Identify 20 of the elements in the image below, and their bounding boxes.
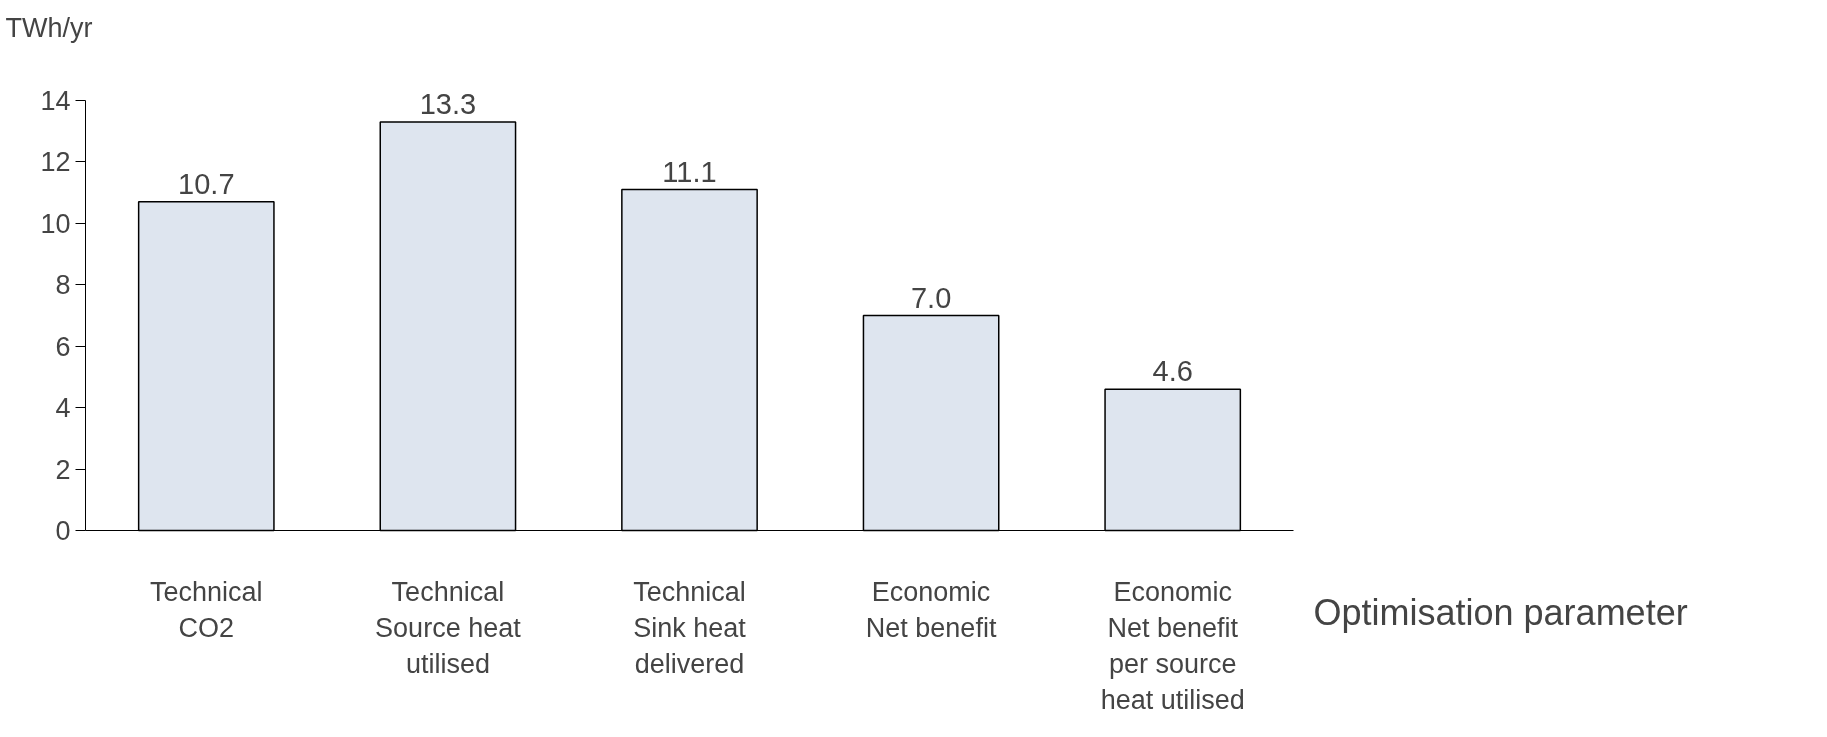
data-label: 13.3 (419, 88, 477, 120)
x-tick-label: Technical CO2 (150, 576, 263, 643)
x-axis-title: Optimisation parameter (1313, 592, 1688, 633)
y-tick-label: 4 (55, 393, 71, 424)
y-tick-label: 12 (40, 147, 71, 178)
data-label: 11.1 (662, 155, 717, 188)
x-tick-label: Technical Sink heat delivered (633, 576, 747, 679)
y-tick-label: 10 (40, 208, 71, 239)
y-tick-label: 6 (55, 331, 71, 362)
x-tick-label: Economic Net benefit per source heat utilised (1100, 576, 1245, 715)
data-label: 7.0 (910, 281, 952, 314)
data-label: 4.6 (1152, 355, 1193, 388)
x-tick-label: Economic Net benefit (865, 576, 997, 643)
y-tick-label: 0 (55, 516, 71, 546)
x-tick-label: Technical Source heat utilised (375, 576, 522, 679)
y-tick-label: 8 (55, 270, 71, 301)
data-label: 10.7 (178, 167, 235, 200)
y-tick-label: 14 (40, 86, 71, 116)
y-axis-title: TWh/yr (5, 12, 93, 43)
y-tick-label: 2 (55, 454, 71, 485)
